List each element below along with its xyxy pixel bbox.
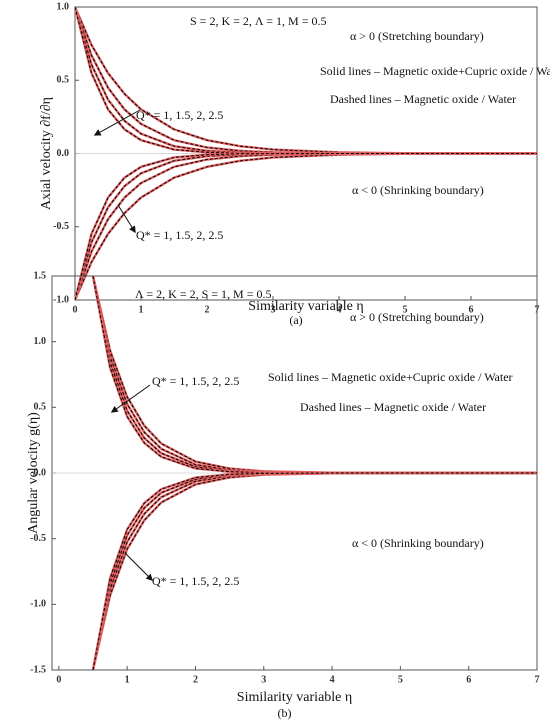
y-tick-label: 1.0 xyxy=(34,336,47,347)
x-tick-label: 2 xyxy=(193,674,198,685)
annotation: α < 0 (Shrinking boundary) xyxy=(352,183,484,197)
x-tick-label: 0 xyxy=(73,304,78,315)
caption: (b) xyxy=(278,706,292,720)
solid-line xyxy=(91,471,537,670)
y-tick-label: -0.5 xyxy=(30,533,46,544)
y-tick-label: -1.0 xyxy=(30,599,46,610)
y-tick-label: -1.5 xyxy=(30,664,46,675)
annotation: Q* = 1, 1.5, 2, 2.5 xyxy=(136,228,223,242)
annotation: Λ = 2, K = 2, S = 1, M = 0.5 xyxy=(135,287,271,301)
annotation: Solid lines – Magnetic oxide+Cupric oxid… xyxy=(268,370,513,384)
x-tick-label: 3 xyxy=(261,674,266,685)
x-tick-label: 7 xyxy=(535,674,540,685)
dashed-line xyxy=(75,153,537,300)
y-tick-label: 1.5 xyxy=(34,270,47,281)
annotation: α < 0 (Shrinking boundary) xyxy=(352,536,484,550)
x-tick-label: 0 xyxy=(56,674,61,685)
annotation: Dashed lines – Magnetic oxide / Water xyxy=(300,400,486,414)
dashed-line xyxy=(92,276,537,474)
x-tick-label: 5 xyxy=(398,674,403,685)
dashed-line xyxy=(75,7,537,154)
dashed-line xyxy=(75,153,537,300)
arrow xyxy=(110,384,151,413)
x-axis-label: Similarity variable η xyxy=(237,690,352,705)
plot-lines xyxy=(75,7,537,300)
y-axis-label: Axial velocity ∂f/∂η xyxy=(39,97,54,210)
dashed-line xyxy=(75,153,537,300)
x-tick-label: 1 xyxy=(125,674,130,685)
x-tick-label: 5 xyxy=(403,304,408,315)
plot-lines xyxy=(91,276,537,670)
y-tick-label: 0.0 xyxy=(34,467,47,478)
y-tick-label: -0.5 xyxy=(53,221,69,232)
arrow xyxy=(124,552,153,581)
x-tick-label: 1 xyxy=(139,304,144,315)
annotation: Q* = 1, 1.5, 2, 2.5 xyxy=(136,108,223,122)
annotation: Solid lines – Magnetic oxide+Cupric oxid… xyxy=(320,64,550,78)
y-tick-label: -1.0 xyxy=(53,294,69,305)
solid-line xyxy=(75,152,537,300)
annotation: S = 2, K = 2, Λ = 1, M = 0.5 xyxy=(190,14,326,28)
y-tick-label: 0.0 xyxy=(57,148,70,159)
annotation: Q* = 1, 1.5, 2, 2.5 xyxy=(152,574,239,588)
annotation: α > 0 (Stretching boundary) xyxy=(350,29,484,43)
x-axis-label: Similarity variable η xyxy=(248,299,363,314)
solid-line xyxy=(75,152,537,300)
x-tick-label: 4 xyxy=(337,304,342,315)
arrow xyxy=(117,204,136,234)
x-tick-label: 3 xyxy=(271,304,276,315)
y-tick-label: 0.5 xyxy=(57,75,70,86)
x-tick-label: 2 xyxy=(205,304,210,315)
dashed-line xyxy=(75,7,537,154)
dashed-line xyxy=(75,153,537,300)
annotation: Dashed lines – Magnetic oxide / Water xyxy=(330,92,516,106)
arrow xyxy=(93,109,141,136)
caption: (a) xyxy=(289,313,302,327)
x-tick-label: 4 xyxy=(330,674,335,685)
solid-line xyxy=(75,152,537,300)
x-tick-label: 6 xyxy=(469,304,474,315)
y-tick-label: 1.0 xyxy=(57,1,70,12)
x-tick-label: 6 xyxy=(466,674,471,685)
solid-line xyxy=(75,152,537,300)
y-tick-label: 0.5 xyxy=(34,402,47,413)
annotation: α > 0 (Stretching boundary) xyxy=(350,310,484,324)
y-axis-label: Angular velocity g(η) xyxy=(26,412,41,534)
annotation: Q* = 1, 1.5, 2, 2.5 xyxy=(152,374,239,388)
dashed-line xyxy=(92,472,537,670)
